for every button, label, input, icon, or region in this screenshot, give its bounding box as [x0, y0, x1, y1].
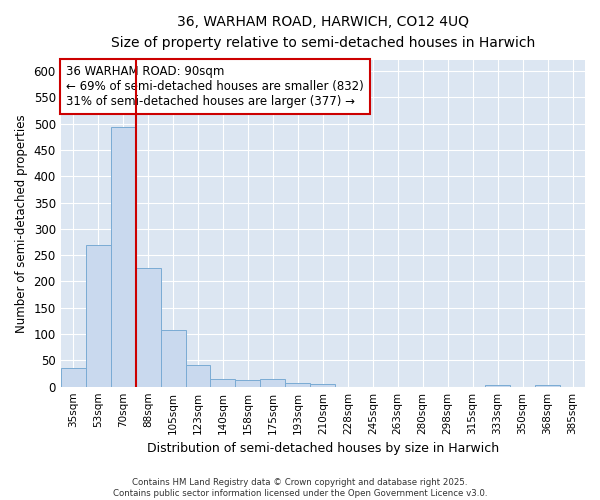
Bar	[211, 380, 235, 386]
Y-axis label: Number of semi-detached properties: Number of semi-detached properties	[15, 114, 28, 333]
Title: 36, WARHAM ROAD, HARWICH, CO12 4UQ
Size of property relative to semi-detached ho: 36, WARHAM ROAD, HARWICH, CO12 4UQ Size …	[111, 15, 535, 50]
Bar	[136, 268, 161, 386]
Text: Contains HM Land Registry data © Crown copyright and database right 2025.
Contai: Contains HM Land Registry data © Crown c…	[113, 478, 487, 498]
Bar	[260, 379, 286, 386]
Bar	[61, 368, 86, 386]
Bar	[286, 383, 310, 386]
Bar	[161, 330, 185, 386]
Bar	[310, 384, 335, 386]
Bar	[485, 384, 510, 386]
Bar	[86, 244, 110, 386]
Bar	[535, 384, 560, 386]
Bar	[185, 364, 211, 386]
Text: 36 WARHAM ROAD: 90sqm
← 69% of semi-detached houses are smaller (832)
31% of sem: 36 WARHAM ROAD: 90sqm ← 69% of semi-deta…	[66, 66, 364, 108]
Bar	[110, 128, 136, 386]
X-axis label: Distribution of semi-detached houses by size in Harwich: Distribution of semi-detached houses by …	[147, 442, 499, 455]
Bar	[235, 380, 260, 386]
